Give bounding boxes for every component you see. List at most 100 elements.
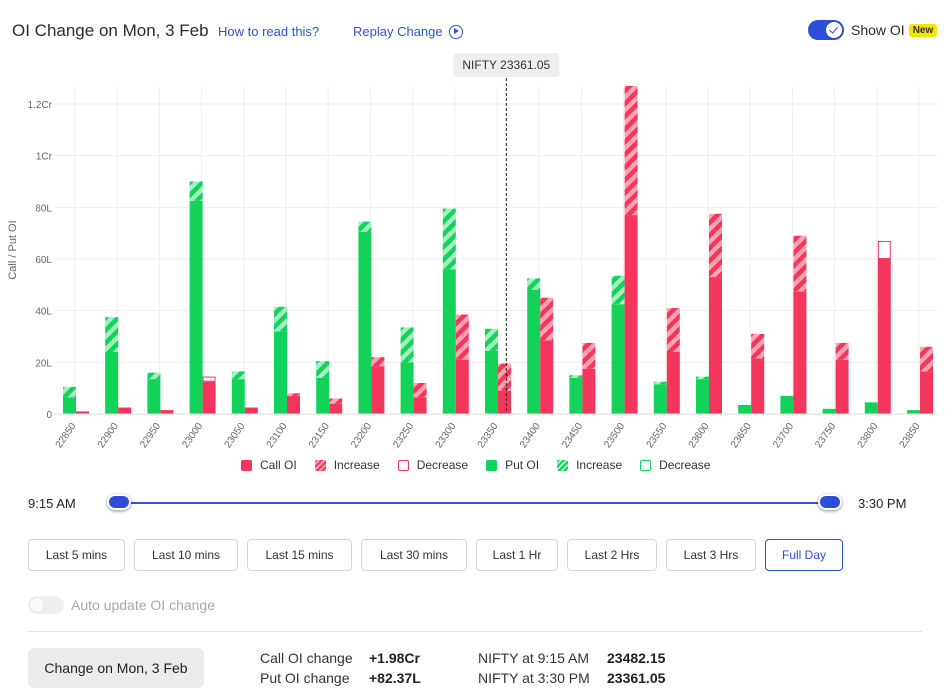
x-tick-label: 23250 [391,421,416,448]
x-tick-label: 23450 [560,421,585,448]
chart-bars [63,85,933,414]
put-oi-increase-bar [611,275,625,305]
call-oi-bar [877,259,891,414]
x-tick-label: 23550 [645,421,670,448]
legend-label: Increase [576,458,623,472]
range-button-last-1-hr[interactable]: Last 1 Hr [476,539,558,571]
x-tick-label: 23350 [476,421,501,448]
auto-update-control: Auto update OI change [28,596,215,614]
time-slider-track[interactable] [118,502,831,504]
put-oi-bar [231,379,245,414]
call-oi-increase-bar [540,297,554,341]
x-tick-label: 23700 [771,421,796,448]
header: OI Change on Mon, 3 Feb How to read this… [0,0,947,60]
x-tick-label: 23050 [223,421,248,448]
call-oi-bar [118,407,132,414]
put-oi-bar [316,377,330,414]
call-oi-bar [498,390,511,414]
put-oi-increase-bar [316,361,330,378]
call-oi-bar [540,340,554,414]
x-tick-label: 23600 [687,421,712,448]
replay-change-link[interactable]: Replay Change [353,24,463,39]
show-oi-toggle[interactable] [808,20,844,40]
range-button-last-3-hrs[interactable]: Last 3 Hrs [666,539,756,571]
put-oi-bar [274,331,287,414]
change-date-button[interactable]: Change on Mon, 3 Feb [28,648,204,688]
call-oi-bar [582,368,596,414]
put-oi-bar [63,397,76,414]
call-oi-increase-bar [920,346,933,372]
spot-label-box [453,53,560,77]
call-oi-bar [329,403,343,414]
call-oi-increase-bar [751,333,765,359]
divider [28,631,922,632]
play-circle-icon [448,24,463,39]
put-oi-increase-bar [63,386,76,398]
put-oi-bar [400,362,414,414]
put-oi-increase-bar [653,381,667,385]
range-button-last-10-mins[interactable]: Last 10 mins [134,539,238,571]
page-title: OI Change on Mon, 3 Feb [12,21,209,40]
time-slider-start-handle[interactable] [107,494,131,510]
legend-put-decrease[interactable]: Decrease [640,458,710,472]
x-tick-label: 22950 [138,421,163,448]
put-oi-increase-bar [105,317,119,352]
legend-call-decrease[interactable]: Decrease [397,458,468,472]
x-tick-label: 23150 [307,421,332,448]
range-button-last-15-mins[interactable]: Last 15 mins [247,539,352,571]
call-oi-increase-bar [329,398,343,404]
call-oi-bar [624,215,638,414]
oi-change-chart: NIFTY 23361.05 0 20L 40L 60L 80L 1Cr 1.2Cr Call… [7,53,938,448]
put-oi-increase-bar [527,278,541,290]
call-oi-increase-bar [371,357,385,367]
call-oi-increase-bar [835,342,849,360]
legend-label: Call OI [260,458,297,472]
x-tick-label: 23650 [729,421,754,448]
y-tick-label: 1.2Cr [28,100,53,111]
call-oi-bar [202,381,216,414]
call-oi-increase-bar [624,85,638,216]
range-button-last-2-hrs[interactable]: Last 2 Hrs [567,539,657,571]
y-tick-label: 20L [35,358,52,369]
call-oi-bar [751,358,765,414]
legend-call-oi[interactable]: Call OI [241,458,297,472]
put-oi-bar [864,402,878,414]
call-oi-bar [709,277,722,414]
slider-end-time: 3:30 PM [858,496,907,511]
x-tick-label: 22850 [54,421,79,448]
put-oi-swatch [486,459,498,471]
spot-open-label: NIFTY at 9:15 AM [478,650,590,666]
put-oi-change-label: Put OI change [260,670,350,686]
toggle-knob [30,598,44,612]
range-button-full-day[interactable]: Full Day [765,539,843,571]
put-oi-increase-bar [485,328,498,351]
call-oi-increase-bar [498,363,511,391]
time-slider-end-handle[interactable] [818,494,842,510]
call-oi-increase-bar [287,393,300,396]
x-tick-label: 23400 [518,421,543,448]
call-oi-increase-bar [455,314,469,360]
legend-put-increase[interactable]: Increase [557,458,622,472]
legend-put-oi[interactable]: Put OI [486,458,539,472]
put-oi-bar [738,404,752,414]
call-oi-increase-bar [666,308,680,352]
y-axis-label: Call / Put OI [7,220,19,279]
call-oi-change-label: Call OI change [260,650,353,666]
range-button-last-30-mins[interactable]: Last 30 mins [361,539,467,571]
show-oi-label: Show OI [851,22,905,38]
x-tick-label: 22900 [96,421,121,448]
auto-update-toggle[interactable] [28,596,64,614]
put-oi-increase-bar [569,375,583,378]
spot-open-value: 23482.15 [607,650,666,666]
call-increase-swatch [314,459,326,471]
call-oi-decrease-bar [877,240,891,260]
call-oi-bar [666,352,680,414]
range-button-last-5-mins[interactable]: Last 5 mins [28,539,125,571]
put-oi-increase-bar [231,371,245,380]
how-to-read-link[interactable]: How to read this? [218,24,320,39]
chart-legend: Call OI Increase Decrease Put OI Increas… [241,458,728,472]
y-tick-label: 80L [35,203,52,214]
put-oi-bar [189,200,203,414]
spot-close-label: NIFTY at 3:30 PM [478,670,590,686]
legend-call-increase[interactable]: Increase [314,458,380,472]
